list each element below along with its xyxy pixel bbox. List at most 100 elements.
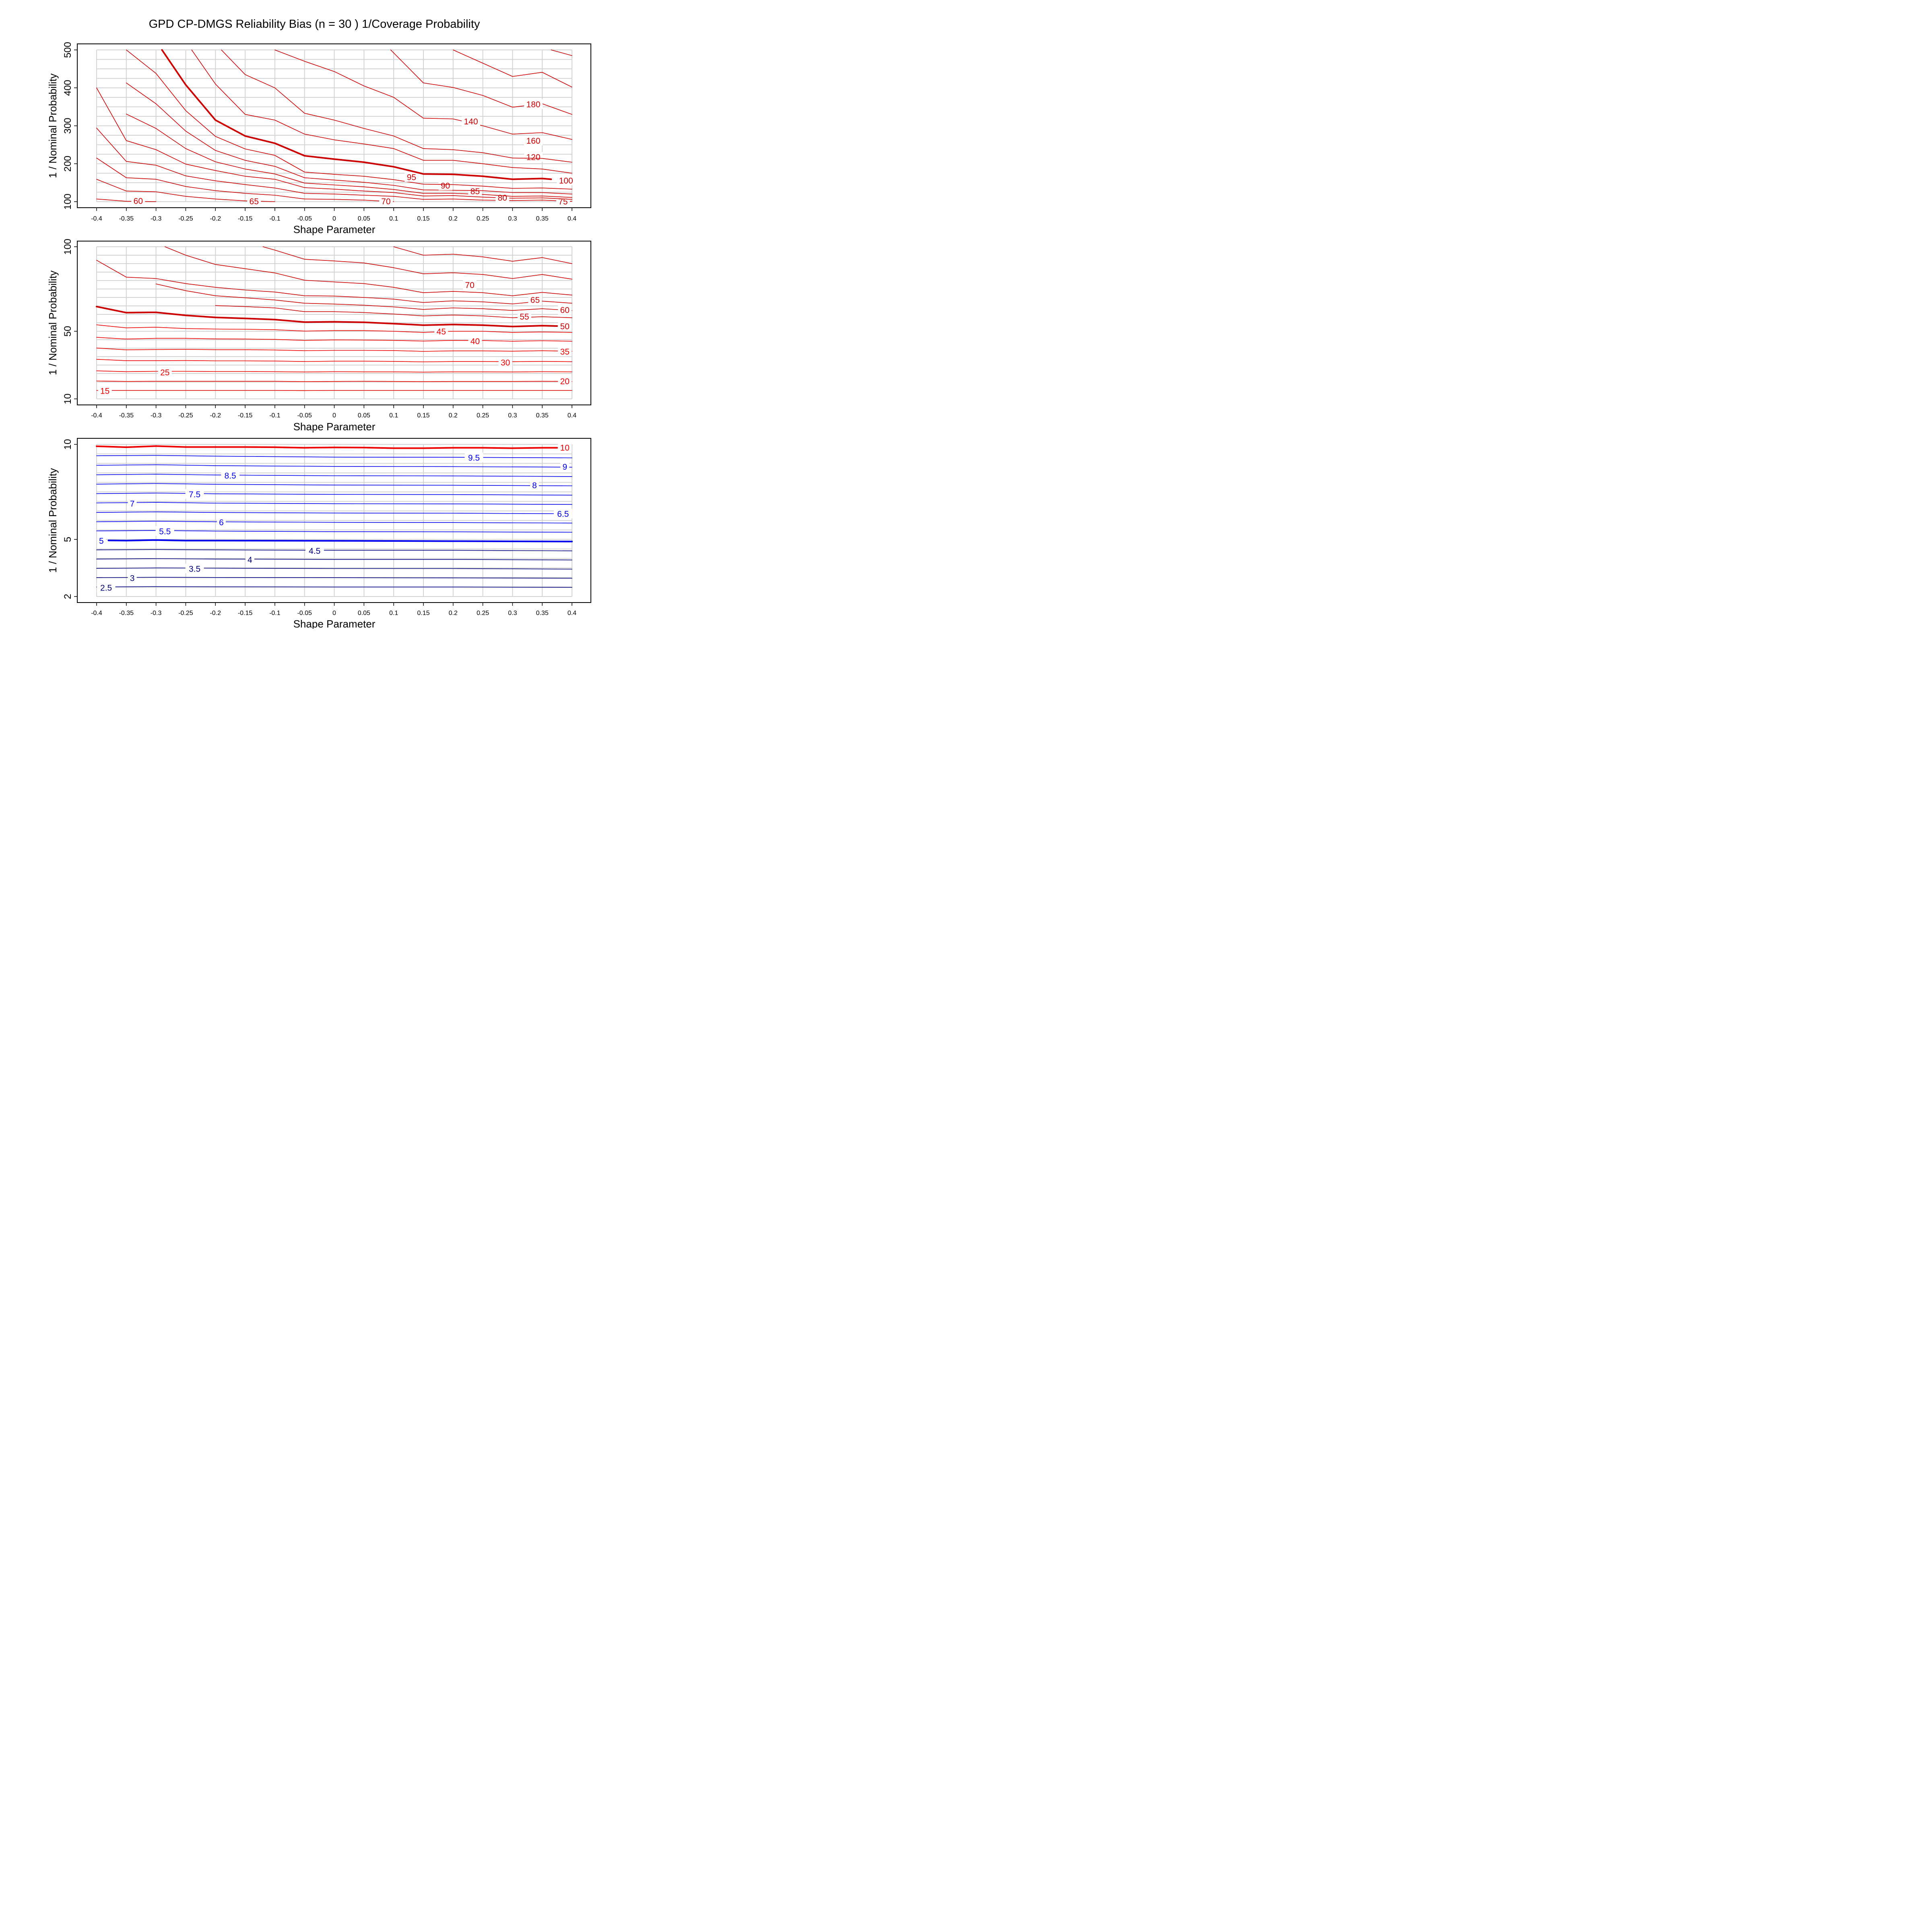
contour-label-bg — [528, 295, 542, 305]
contour-line-60 — [96, 198, 157, 202]
y-tick-label: 5 — [62, 537, 73, 542]
figure: GPD CP-DMGS Reliability Bias (n = 30 ) 1… — [0, 0, 629, 629]
x-tick-label: 0.2 — [449, 610, 458, 617]
contour-label-bg — [468, 186, 482, 196]
x-tick-label: 0.4 — [568, 412, 576, 419]
contour-label-bg — [495, 192, 510, 202]
contour-label-5: 5 — [99, 537, 104, 546]
x-tick-label: 0.1 — [389, 610, 398, 617]
contour-label-bg — [560, 462, 570, 472]
x-tick-label: -0.2 — [210, 610, 221, 617]
contour-label-180: 180 — [526, 100, 541, 109]
contour-label-bg — [245, 554, 254, 564]
x-tick-label: -0.05 — [297, 215, 312, 222]
contour-line-5.5 — [96, 530, 572, 533]
contour-label-bg — [128, 498, 137, 508]
contour-label-35: 35 — [560, 347, 570, 357]
contour-line-85 — [126, 114, 572, 198]
contour-label-bg — [558, 305, 572, 315]
contour-label-95: 95 — [407, 173, 416, 182]
chart-panel-1: -0.4 -0.35 -0.3 -0.25 -0.2 -0.15 -0.1 -0.05 0 0.0… — [47, 42, 591, 235]
x-tick-label: -0.3 — [151, 412, 162, 419]
contour-line-90 — [126, 83, 572, 194]
contour-line-70 — [96, 157, 394, 202]
x-tick-label: -0.15 — [238, 215, 253, 222]
contour-label-7: 7 — [130, 499, 135, 508]
y-axis-label: 1 / Nominal Probability — [47, 270, 59, 375]
x-tick-label: -0.25 — [178, 610, 193, 617]
contour-line-2.5 — [96, 586, 572, 588]
contour-line-65 — [96, 179, 275, 202]
contour-line-95 — [126, 50, 572, 190]
contour-label-bg — [464, 452, 483, 462]
y-tick-label: 200 — [62, 156, 73, 172]
contour-label-8.5: 8.5 — [225, 471, 236, 481]
contour-label-9.5: 9.5 — [468, 454, 480, 463]
contour-label-bg — [155, 526, 174, 536]
x-axis-label: Shape Parameter — [293, 618, 376, 629]
contour-label-80: 80 — [498, 194, 507, 203]
contour-label-30: 30 — [501, 358, 510, 367]
x-tick-label: 0.35 — [536, 610, 549, 617]
contour-line-20 — [96, 380, 572, 382]
contour-line-9 — [96, 464, 572, 468]
contour-line-40 — [96, 337, 572, 342]
x-tick-label: -0.25 — [178, 412, 193, 419]
x-tick-label: 0 — [332, 215, 336, 222]
y-tick-label: 10 — [62, 394, 73, 405]
contour-label-70: 70 — [381, 197, 390, 206]
contour-label-45: 45 — [437, 327, 446, 336]
contour-label-20: 20 — [560, 377, 570, 386]
y-tick-label: 100 — [62, 194, 73, 210]
chart-panel-2: -0.4 -0.35 -0.3 -0.25 -0.2 -0.15 -0.1 -0.05 0 0.0… — [47, 239, 591, 433]
contour-label-bg — [558, 376, 572, 386]
contour-label-bg — [556, 196, 570, 206]
contour-label-10: 10 — [560, 444, 570, 453]
contour-label-100: 100 — [559, 176, 573, 186]
x-tick-label: -0.4 — [91, 610, 102, 617]
contour-line-45 — [96, 324, 572, 333]
contour-label-25: 25 — [160, 368, 169, 377]
x-tick-label: 0.35 — [536, 412, 549, 419]
figure-canvas: -0.4 -0.35 -0.3 -0.25 -0.2 -0.15 -0.1 -0.05 0 0.0… — [47, 42, 591, 629]
x-tick-label: 0.05 — [358, 610, 370, 617]
contour-label-bg — [405, 172, 419, 182]
contour-label-7.5: 7.5 — [189, 490, 200, 499]
contour-label-50: 50 — [560, 322, 570, 331]
x-tick-label: -0.1 — [269, 412, 281, 419]
contour-label-160: 160 — [526, 136, 541, 146]
contour-line-55 — [215, 305, 572, 318]
x-tick-label: -0.35 — [119, 215, 134, 222]
contour-label-140: 140 — [464, 117, 478, 126]
contour-line-70 — [164, 246, 572, 296]
contour-line-8 — [96, 483, 572, 486]
contour-line-120 — [191, 50, 572, 174]
x-tick-label: 0.25 — [477, 215, 489, 222]
chart-panel-3: -0.4 -0.35 -0.3 -0.25 -0.2 -0.15 -0.1 -0.05 0 0.0… — [47, 438, 591, 629]
y-axis-label: 1 / Nominal Probability — [47, 468, 59, 573]
x-axis-label: Shape Parameter — [293, 223, 376, 235]
contour-line-5 — [107, 539, 573, 543]
contour-label-40: 40 — [471, 337, 480, 346]
x-tick-label: -0.4 — [91, 215, 102, 222]
x-tick-label: 0.4 — [568, 215, 576, 222]
contour-label-bg — [217, 517, 226, 527]
contour-label-55: 55 — [520, 312, 529, 322]
x-tick-label: 0.15 — [417, 215, 429, 222]
contour-label-bg — [98, 386, 112, 396]
y-axis-label: 1 / Nominal Probability — [47, 73, 59, 178]
contour-line-65 — [96, 260, 572, 304]
contour-label-6: 6 — [219, 518, 224, 527]
x-tick-label: -0.35 — [119, 610, 134, 617]
x-tick-label: -0.05 — [297, 610, 312, 617]
contour-label-bg — [379, 196, 393, 206]
x-tick-label: 0.35 — [536, 215, 549, 222]
contour-label-60: 60 — [560, 306, 570, 315]
x-tick-label: -0.05 — [297, 412, 312, 419]
contour-label-bg — [524, 99, 543, 109]
contour-label-bg — [247, 196, 261, 206]
contour-label-bg — [524, 136, 543, 146]
contour-line-50 — [96, 305, 558, 328]
x-tick-label: -0.3 — [151, 215, 162, 222]
contour-label-bg — [97, 582, 116, 592]
